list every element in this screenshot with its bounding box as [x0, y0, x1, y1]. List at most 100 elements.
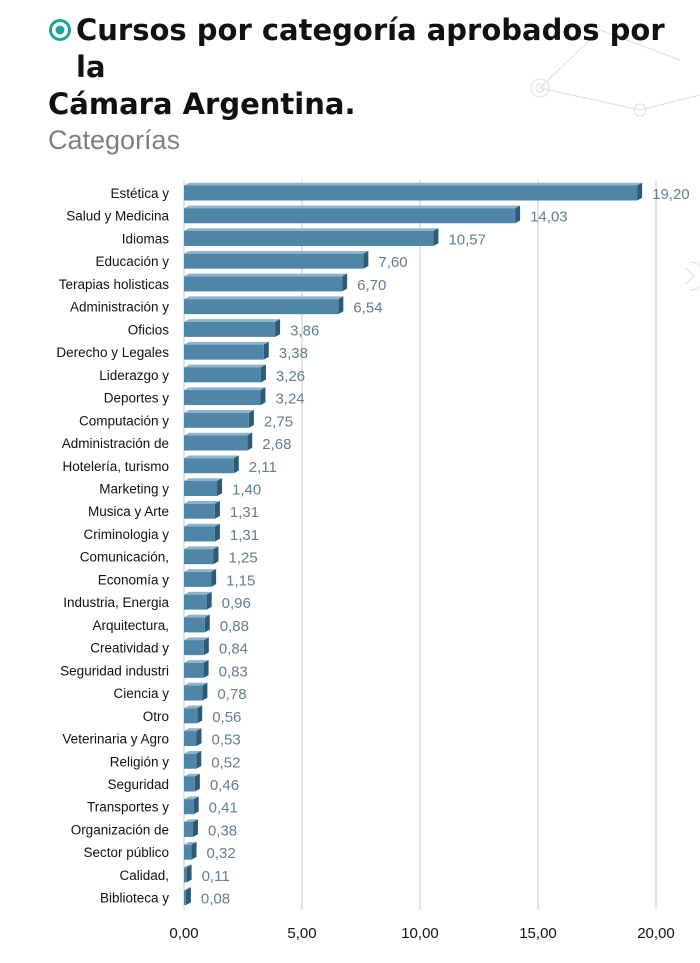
bar-top-face — [184, 182, 643, 186]
value-label: 0,08 — [201, 891, 230, 908]
value-label: 6,54 — [353, 300, 382, 317]
bar-top-face — [184, 637, 209, 641]
category-label: Administración de — [62, 436, 169, 451]
bar-front-face — [184, 390, 261, 406]
bar — [184, 796, 199, 815]
value-label: 3,26 — [276, 368, 305, 385]
value-label: 0,41 — [209, 800, 238, 817]
category-label: Religión y — [110, 754, 170, 769]
bar — [184, 887, 191, 906]
bar-front-face — [184, 708, 198, 724]
bar — [184, 546, 219, 565]
value-label: 0,84 — [219, 641, 248, 658]
bar-top-face — [184, 205, 521, 209]
bar-front-face — [184, 844, 192, 860]
category-label: Transportes y — [87, 800, 169, 815]
bar — [184, 296, 344, 315]
bar-side-face — [196, 751, 202, 769]
category-label: Idiomas — [122, 231, 170, 246]
bar-top-face — [184, 728, 202, 732]
bar-side-face — [260, 364, 266, 383]
category-label: Seguridad industri — [60, 663, 169, 678]
bar-front-face — [184, 867, 187, 883]
bar-top-face — [184, 705, 203, 709]
bar-top-face — [184, 887, 191, 891]
bar-side-face — [193, 796, 199, 815]
bar-front-face — [184, 253, 364, 269]
value-label: 2,75 — [264, 413, 293, 430]
bar-side-face — [192, 819, 198, 837]
bar — [184, 500, 220, 519]
bar-side-face — [185, 887, 191, 906]
bar-side-face — [203, 660, 209, 678]
category-label: Seguridad — [107, 777, 169, 792]
bar-top-face — [184, 273, 348, 277]
bar-front-face — [184, 617, 205, 633]
bar-front-face — [184, 230, 434, 246]
category-label: Marketing y — [99, 481, 169, 496]
bar-front-face — [184, 685, 203, 701]
bar-top-face — [184, 455, 239, 459]
bar-top-face — [184, 569, 217, 572]
chart-title: Categorías — [48, 125, 181, 155]
bar-front-face — [184, 367, 261, 383]
category-label: Salud y Medicina — [66, 209, 169, 224]
category-label: Hotelería, turismo — [62, 459, 169, 474]
bar — [184, 569, 217, 587]
category-label: Derecho y Legales — [56, 345, 169, 360]
bar-front-face — [184, 480, 218, 496]
bar-front-face — [184, 299, 339, 315]
bar-top-face — [184, 410, 254, 413]
value-label: 1,31 — [230, 504, 259, 521]
slide-title: Cursos por categoría aprobados por la Cá… — [48, 12, 698, 123]
bar-side-face — [197, 705, 203, 724]
bar-top-face — [184, 478, 223, 481]
bar — [184, 819, 198, 837]
category-label: Veterinaria y Agro — [62, 732, 169, 747]
bar — [184, 455, 239, 474]
bar — [184, 637, 209, 656]
x-tick-label: 10,00 — [401, 925, 439, 942]
value-label: 0,52 — [211, 754, 240, 771]
value-label: 0,78 — [217, 686, 246, 703]
category-label: Ciencia y — [113, 686, 169, 701]
category-label: Liderazgo y — [99, 368, 169, 383]
value-label: 0,83 — [219, 663, 248, 680]
value-labels: 19,20 14,03 10,57 7,60 6,70 6,54 3,86 3,38 3,26 3… — [201, 186, 690, 908]
category-label: Educación y — [95, 254, 169, 269]
bar-front-face — [184, 821, 193, 837]
bar-side-face — [263, 341, 269, 360]
category-label: Organización de — [71, 822, 169, 837]
bar-top-face — [184, 250, 369, 254]
category-label: Industria, Energia — [63, 595, 169, 610]
bar-top-face — [184, 660, 209, 663]
bar-side-face — [248, 410, 254, 428]
bar-top-face — [184, 773, 200, 777]
bar-side-face — [247, 432, 253, 451]
bar-side-face — [342, 273, 348, 292]
bar-side-face — [233, 455, 239, 474]
bar-front-face — [184, 276, 343, 292]
bar — [184, 478, 223, 496]
category-labels: Estética y Salud y Medicina Idiomas Educaci… — [56, 186, 169, 906]
value-label: 2,68 — [262, 436, 291, 453]
value-label: 1,25 — [229, 550, 258, 567]
value-label: 3,38 — [279, 345, 308, 362]
value-label: 0,11 — [202, 868, 230, 885]
value-label: 19,20 — [652, 186, 690, 203]
bar — [184, 751, 202, 769]
value-label: 3,24 — [275, 391, 304, 408]
value-label: 7,60 — [378, 254, 407, 271]
bar — [184, 432, 253, 451]
bar-top-face — [184, 319, 281, 322]
bar-top-face — [184, 591, 212, 595]
bar-top-face — [184, 364, 266, 368]
bar-top-face — [184, 819, 198, 822]
bar-side-face — [206, 591, 212, 610]
bar-front-face — [184, 321, 276, 337]
bar-side-face — [202, 682, 208, 701]
x-tick-label: 0,00 — [169, 925, 198, 942]
bar-front-face — [184, 731, 197, 747]
slide-title-block: Cursos por categoría aprobados por la Cá… — [48, 12, 698, 123]
